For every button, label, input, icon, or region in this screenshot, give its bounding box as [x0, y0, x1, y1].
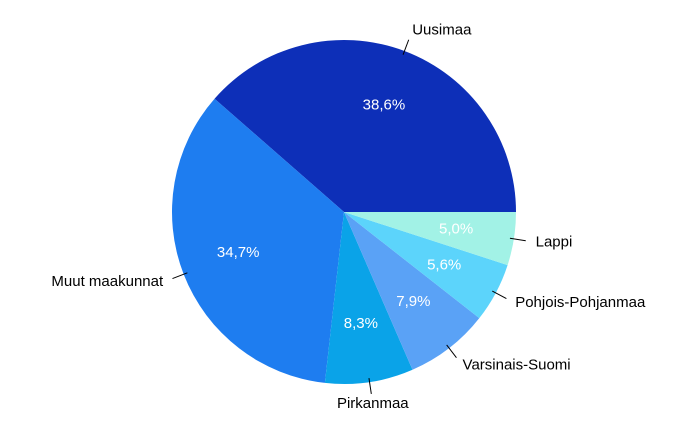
value-label: 5,6% — [427, 256, 461, 273]
category-label: Pohjois-Pohjanmaa — [515, 294, 646, 311]
pie-slice — [344, 212, 516, 266]
category-label: Lappi — [536, 233, 573, 250]
category-label: Muut maakunnat — [51, 273, 164, 290]
pie-slice — [344, 212, 480, 370]
category-label: Uusimaa — [412, 21, 472, 38]
leader-line — [446, 344, 457, 358]
pie-slice — [344, 212, 508, 319]
leader-line — [509, 237, 526, 242]
value-label: 8,3% — [344, 315, 378, 332]
pie-slice — [214, 39, 516, 212]
value-label: 7,9% — [396, 293, 430, 310]
value-label: 38,6% — [363, 97, 406, 114]
pie-slice — [171, 98, 344, 383]
leader-line — [368, 378, 372, 395]
value-label: 34,7% — [217, 244, 260, 261]
category-label: Varsinais-Suomi — [463, 357, 571, 374]
category-label: Pirkanmaa — [337, 395, 409, 412]
value-label: 5,0% — [439, 221, 473, 238]
pie-slice — [324, 212, 413, 384]
leader-line — [492, 290, 507, 299]
leader-line — [402, 39, 410, 55]
leader-line — [172, 272, 188, 280]
